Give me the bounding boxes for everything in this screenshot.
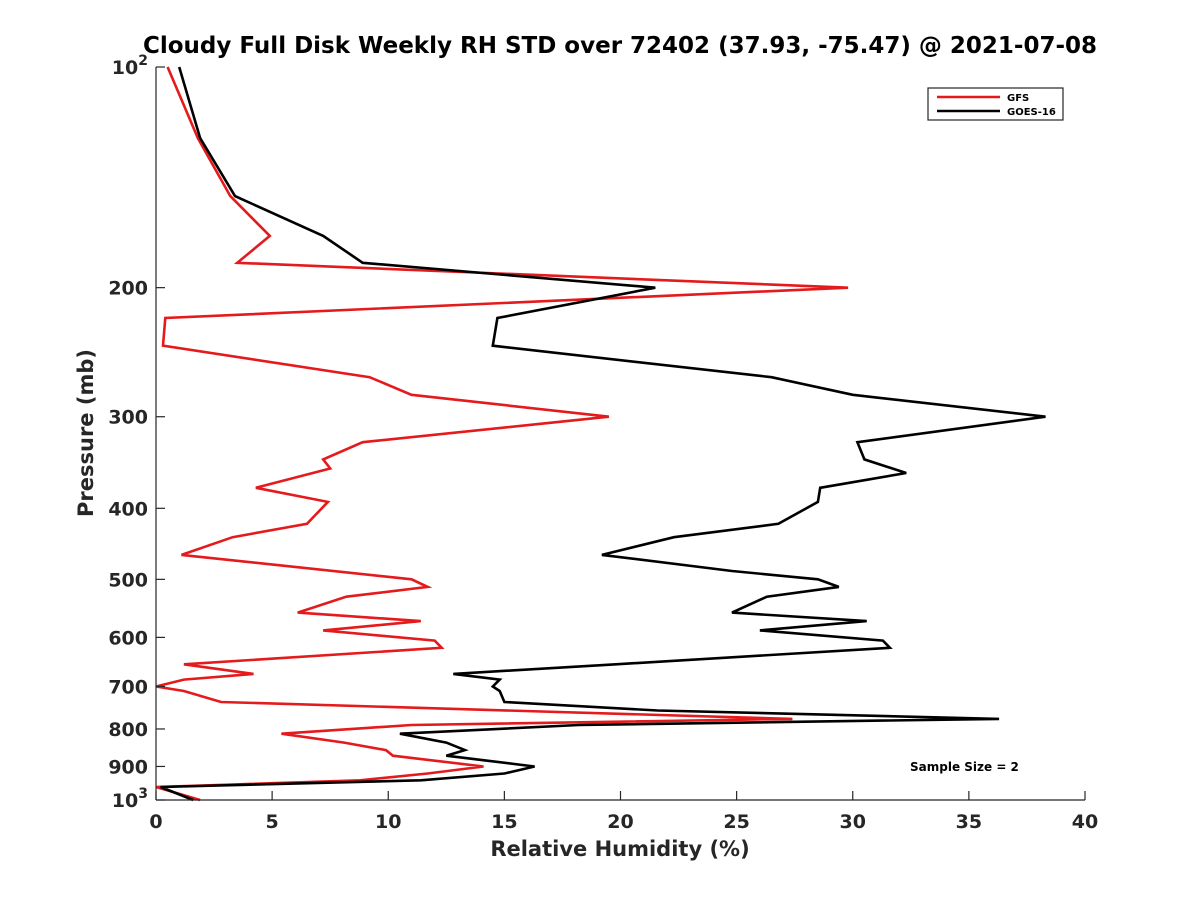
chart-title: Cloudy Full Disk Weekly RH STD over 7240… <box>143 33 1097 59</box>
y-axis-label: Pressure (mb) <box>74 349 98 517</box>
x-tick-label: 0 <box>149 811 162 833</box>
x-tick-label: 5 <box>266 811 279 833</box>
y-tick-label: 102 <box>112 53 148 79</box>
y-tick-label: 800 <box>108 719 148 741</box>
x-tick-label: 25 <box>723 811 749 833</box>
y-tick-label: 200 <box>108 278 148 300</box>
x-tick-label: 15 <box>491 811 517 833</box>
sample-size-annotation: Sample Size = 2 <box>910 760 1019 774</box>
y-tick-label: 103 <box>112 786 148 812</box>
y-tick-label: 700 <box>108 676 148 698</box>
y-tick-label: 900 <box>108 756 148 778</box>
y-tick-label: 600 <box>108 627 148 649</box>
x-axis-label: Relative Humidity (%) <box>490 837 749 861</box>
y-ticks: 102 200 300 400 500 600 700 800 900 103 <box>108 53 165 812</box>
x-tick-label: 20 <box>607 811 633 833</box>
y-tick-label: 500 <box>108 569 148 591</box>
legend-label-gfs: GFS <box>1007 93 1029 104</box>
y-tick-label: 300 <box>108 407 148 429</box>
x-tick-label: 35 <box>956 811 982 833</box>
plot-background <box>156 67 1085 800</box>
x-tick-label: 40 <box>1072 811 1098 833</box>
x-tick-label: 30 <box>840 811 866 833</box>
legend-label-goes-16: GOES-16 <box>1007 107 1056 118</box>
y-tick-label: 400 <box>108 498 148 520</box>
series-layer <box>155 66 1046 802</box>
series-line-goes-16 <box>160 66 1046 802</box>
legend[interactable]: GFS GOES-16 <box>927 87 1064 121</box>
x-ticks: 0 5 10 15 20 25 30 35 40 <box>149 791 1098 833</box>
x-tick-label: 10 <box>375 811 401 833</box>
series-line-gfs <box>155 66 849 802</box>
legend-box <box>927 87 1064 121</box>
